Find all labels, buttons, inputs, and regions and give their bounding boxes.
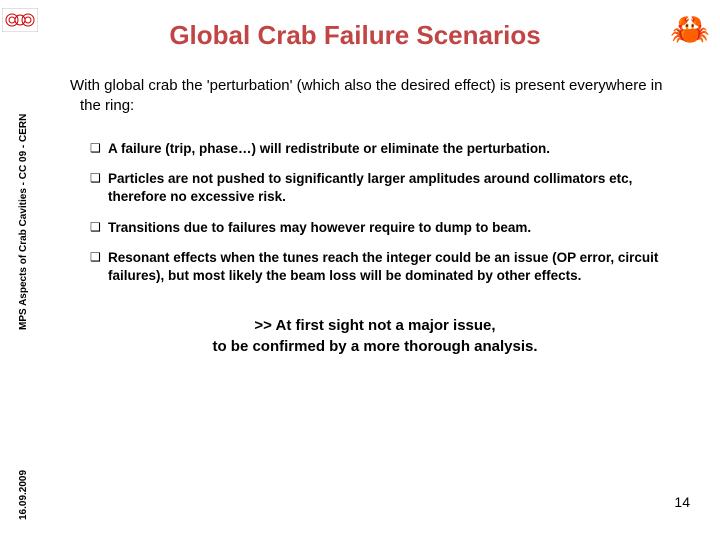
sidebar-label-upper: MPS Aspects of Crab Cavities - CC 09 - C… <box>18 114 29 330</box>
content-area: With global crab the 'perturbation' (whi… <box>0 51 720 357</box>
intro-text: With global crab the 'perturbation' (whi… <box>70 76 680 115</box>
sidebar-label-date: 16.09.2009 <box>18 470 29 520</box>
conclusion-line: >> At first sight not a major issue, <box>70 315 680 336</box>
bullet-list: A failure (trip, phase…) will redistribu… <box>70 140 680 285</box>
bullet-item: Particles are not pushed to significantl… <box>90 170 680 206</box>
page-number: 14 <box>674 494 690 510</box>
slide-title: Global Crab Failure Scenarios <box>0 0 720 51</box>
bullet-item: A failure (trip, phase…) will redistribu… <box>90 140 680 158</box>
multipole-logo <box>0 0 40 40</box>
conclusion-line: to be confirmed by a more thorough analy… <box>70 336 680 357</box>
crab-icon: 🦀 <box>670 10 710 48</box>
sidebar: MPS Aspects of Crab Cavities - CC 09 - C… <box>0 0 40 540</box>
conclusion-text: >> At first sight not a major issue, to … <box>70 315 680 357</box>
bullet-item: Resonant effects when the tunes reach th… <box>90 249 680 285</box>
bullet-item: Transitions due to failures may however … <box>90 219 680 237</box>
